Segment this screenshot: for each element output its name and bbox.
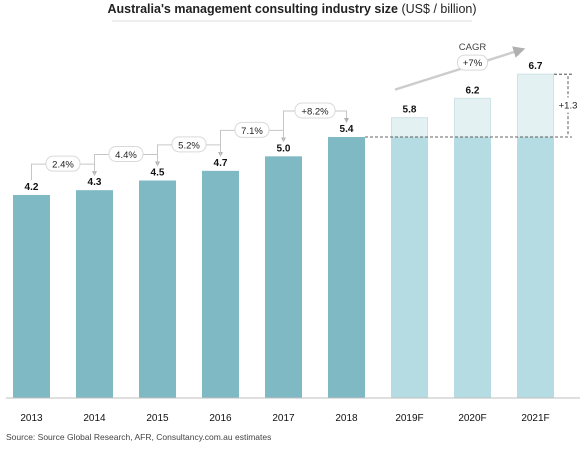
growth-label-2017: 7.1% bbox=[241, 126, 263, 137]
value-label-2016: 4.7 bbox=[214, 158, 228, 169]
category-label-2013: 2013 bbox=[20, 413, 43, 424]
growth-pill-2015 bbox=[108, 146, 144, 162]
bar-2018 bbox=[328, 137, 365, 398]
cagr-value: +7% bbox=[463, 58, 483, 69]
cagr-trend-arrow bbox=[394, 46, 526, 91]
value-label-2014: 4.3 bbox=[88, 177, 102, 188]
chart-title: Australia's management consulting indust… bbox=[107, 2, 476, 16]
bar-2021F-base bbox=[517, 137, 554, 398]
category-label-2018: 2018 bbox=[335, 413, 358, 424]
category-label-2016: 2016 bbox=[209, 413, 232, 424]
growth-pill-2018 bbox=[294, 102, 336, 119]
growth-pill-2014 bbox=[45, 155, 81, 172]
growth-label-2018: +8.2% bbox=[301, 107, 329, 118]
growth-pill-2017 bbox=[234, 121, 270, 138]
growth-label-2016: 5.2% bbox=[178, 140, 200, 151]
bar-2017 bbox=[265, 156, 302, 398]
value-label-2018: 5.4 bbox=[340, 124, 354, 135]
cagr-title: CAGR bbox=[459, 42, 487, 53]
category-label-2019F: 2019F bbox=[395, 413, 423, 424]
increase-label: +1.3 bbox=[559, 101, 578, 112]
value-label-2020F: 6.2 bbox=[466, 85, 480, 96]
value-label-2017: 5.0 bbox=[277, 143, 291, 154]
increase-label-bg bbox=[556, 97, 580, 113]
bar-2020F-increment bbox=[454, 97, 491, 138]
chart-title-main: Australia's management consulting indust… bbox=[107, 2, 398, 16]
bar-2021F-increment bbox=[517, 73, 554, 138]
bar-2014 bbox=[76, 190, 113, 398]
cagr-pill bbox=[457, 54, 488, 71]
category-label-2017: 2017 bbox=[272, 413, 295, 424]
value-label-2019F: 5.8 bbox=[403, 105, 417, 116]
bar-2016 bbox=[202, 170, 239, 398]
category-label-2014: 2014 bbox=[83, 413, 106, 424]
growth-pill-2016 bbox=[171, 136, 207, 153]
bars-group bbox=[13, 73, 554, 398]
annotations-group: +1.3 2.4% 4.4% 5.2% 7.1% +8.2% CAGR +7% bbox=[31, 42, 580, 180]
bar-2020F-base bbox=[454, 137, 491, 398]
labels-group: 4.2 2013 4.3 2014 4.5 2015 4.7 2016 5.0 2017 5.4 20… bbox=[20, 61, 549, 424]
growth-label-2014: 2.4% bbox=[52, 160, 74, 171]
bar-2019F-increment bbox=[391, 117, 428, 138]
bar-2013 bbox=[13, 195, 50, 398]
category-label-2021F: 2021F bbox=[521, 413, 549, 424]
bar-2019F-base bbox=[391, 137, 428, 398]
growth-label-2015: 4.4% bbox=[115, 150, 137, 161]
value-label-2021F: 6.7 bbox=[529, 61, 543, 72]
chart-title-unit: (US$ / billion) bbox=[398, 2, 477, 16]
category-label-2020F: 2020F bbox=[458, 413, 486, 424]
source-note: Source: Source Global Research, AFR, Con… bbox=[6, 432, 271, 442]
category-label-2015: 2015 bbox=[146, 413, 169, 424]
value-label-2013: 4.2 bbox=[25, 182, 39, 193]
bar-2015 bbox=[139, 180, 176, 398]
value-label-2015: 4.5 bbox=[151, 168, 165, 179]
